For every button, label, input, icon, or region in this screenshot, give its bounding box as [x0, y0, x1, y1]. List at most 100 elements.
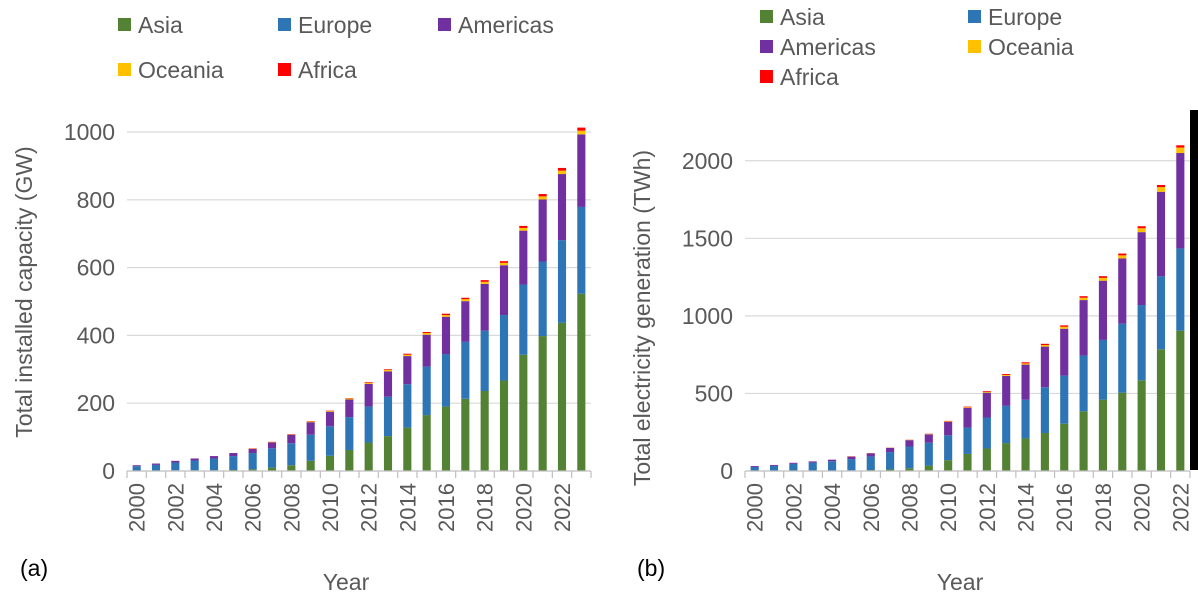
x-tick-label-a: 2006: [241, 483, 266, 532]
bar-africa-2017-a: [461, 297, 470, 300]
y-tick-label-b: 0: [720, 458, 733, 484]
bar-europe-2015-a: [422, 366, 431, 416]
bar-americas-2005-b: [847, 456, 856, 460]
bar-asia-2020-b: [1137, 380, 1146, 471]
bar-africa-2019-a: [499, 261, 509, 263]
x-tick-labels-b: 2000 2002 2004 2006 2008 2010 2012 2014 2016 2018…: [743, 471, 1193, 532]
bar-europe-2019-a: [499, 315, 509, 381]
bar-europe-2023-a: [577, 206, 586, 294]
bar-europe-2020-b: [1137, 305, 1146, 381]
bar-asia-2013-a: [383, 436, 393, 471]
bar-europe-2012-b: [982, 417, 991, 449]
y-tick-labels-b: 0 500 1000 1500 2000: [682, 148, 733, 484]
bar-oceania-2009-a: [306, 421, 315, 423]
bar-africa-2022-a: [557, 167, 567, 171]
bar-oceania-2017-b: [1079, 297, 1088, 301]
bar-europe-2012-a: [364, 406, 373, 443]
bar-europe-2005-b: [847, 459, 856, 471]
x-tick-label-b: 2004: [820, 483, 845, 532]
x-tick-label-a: 2002: [163, 483, 188, 532]
bar-oceania-2010-a: [325, 410, 335, 412]
bar-americas-2019-b: [1118, 258, 1127, 324]
bar-africa-2018-b: [1098, 276, 1107, 278]
x-tick-label-a: 2020: [511, 483, 536, 532]
bar-americas-2007-b: [886, 447, 895, 453]
bar-europe-2022-a: [557, 240, 567, 323]
bar-europe-2022-b: [1176, 248, 1185, 331]
bar-asia-2008-b: [905, 468, 914, 471]
y-axis-label-b: Total electricity generation (TWh): [629, 150, 655, 486]
x-tick-label-b: 2020: [1130, 483, 1155, 532]
legend-swatch-africa-a: [278, 63, 291, 76]
legend-swatch-europe-b: [968, 10, 981, 23]
x-tick-labels-a: 2000 2002 2004 2006 2008 2010 2012 2014 2016 2018…: [125, 471, 592, 532]
bar-asia-2007-a: [267, 467, 277, 471]
bar-asia-2018-b: [1098, 399, 1107, 471]
bar-europe-2021-a: [538, 261, 547, 337]
bar-americas-2004-b: [828, 459, 837, 462]
legend-swatch-asia-a: [118, 18, 131, 31]
x-tick-label-a: 2016: [434, 483, 459, 532]
bar-americas-2008-b: [905, 440, 914, 447]
bar-africa-2015-a: [422, 332, 431, 334]
bar-europe-2002-b: [789, 463, 798, 471]
bar-americas-2019-a: [499, 265, 509, 316]
bar-asia-2016-a: [441, 406, 451, 471]
bar-americas-2017-a: [461, 301, 470, 342]
legend-swatch-oceania-a: [118, 63, 131, 76]
bar-asia-2015-b: [1040, 432, 1049, 471]
bar-asia-2013-b: [1002, 443, 1011, 471]
bar-americas-2016-b: [1060, 328, 1069, 376]
bar-europe-2009-a: [306, 434, 315, 461]
x-tick-label-b: 2008: [897, 483, 922, 532]
bar-africa-2022-b: [1176, 145, 1185, 148]
bar-oceania-2020-b: [1137, 228, 1146, 233]
bars-b: [750, 145, 1185, 471]
bar-asia-2010-b: [944, 460, 953, 471]
chart-b: Asia Europe Americas Oceania Africa 0 500…: [629, 4, 1193, 593]
legend-swatch-asia-b: [760, 10, 773, 23]
bar-oceania-2017-a: [461, 299, 470, 302]
bar-asia-2017-b: [1079, 411, 1088, 471]
bar-africa-2013-a: [383, 369, 393, 370]
bar-asia-2012-b: [982, 448, 991, 471]
bar-oceania-2013-a: [383, 369, 393, 372]
bar-oceania-2019-a: [499, 262, 509, 266]
bar-africa-2013-b: [1002, 374, 1011, 375]
legend-label-oceania-b: Oceania: [988, 34, 1074, 60]
bar-asia-2016-b: [1060, 423, 1069, 471]
bar-africa-2012-b: [982, 391, 991, 392]
bar-americas-2014-b: [1021, 364, 1030, 400]
x-axis-label-a: Year: [323, 569, 370, 593]
bar-europe-2006-b: [866, 456, 875, 471]
bar-oceania-2015-b: [1040, 345, 1049, 347]
bar-asia-2007-b: [886, 469, 895, 471]
x-tick-label-b: 2012: [975, 483, 1000, 532]
bar-oceania-2022-a: [557, 170, 567, 175]
panel-label-a: (a): [20, 555, 48, 581]
bar-europe-2007-b: [886, 452, 895, 470]
y-axis-label-a: Total installed capacity (GW): [11, 146, 37, 437]
bar-africa-2011-b: [963, 406, 972, 408]
bar-americas-2011-b: [963, 407, 972, 428]
bar-americas-2021-b: [1156, 191, 1166, 277]
y-tick-labels-a: 0 200 400 600 800 1000: [64, 119, 115, 484]
bar-asia-2014-b: [1021, 438, 1030, 471]
bar-africa-2015-b: [1040, 343, 1049, 346]
bar-africa-2016-a: [441, 313, 451, 316]
bar-americas-2001-b: [769, 464, 779, 466]
bar-asia-2019-b: [1118, 392, 1127, 471]
bar-europe-2007-a: [267, 448, 277, 468]
bar-oceania-2018-b: [1098, 277, 1107, 281]
bar-oceania-2020-a: [519, 227, 528, 231]
bar-americas-2021-a: [538, 199, 547, 262]
bar-americas-2011-a: [345, 399, 354, 418]
legend-swatch-africa-b: [760, 70, 773, 83]
legend-swatch-europe-a: [278, 18, 291, 31]
bar-americas-2012-a: [364, 383, 373, 407]
bar-americas-2013-a: [383, 371, 393, 397]
bar-europe-2013-b: [1002, 405, 1011, 444]
bar-oceania-2011-a: [345, 398, 354, 400]
bar-europe-2003-a: [190, 460, 199, 471]
bar-americas-2005-a: [229, 453, 238, 457]
